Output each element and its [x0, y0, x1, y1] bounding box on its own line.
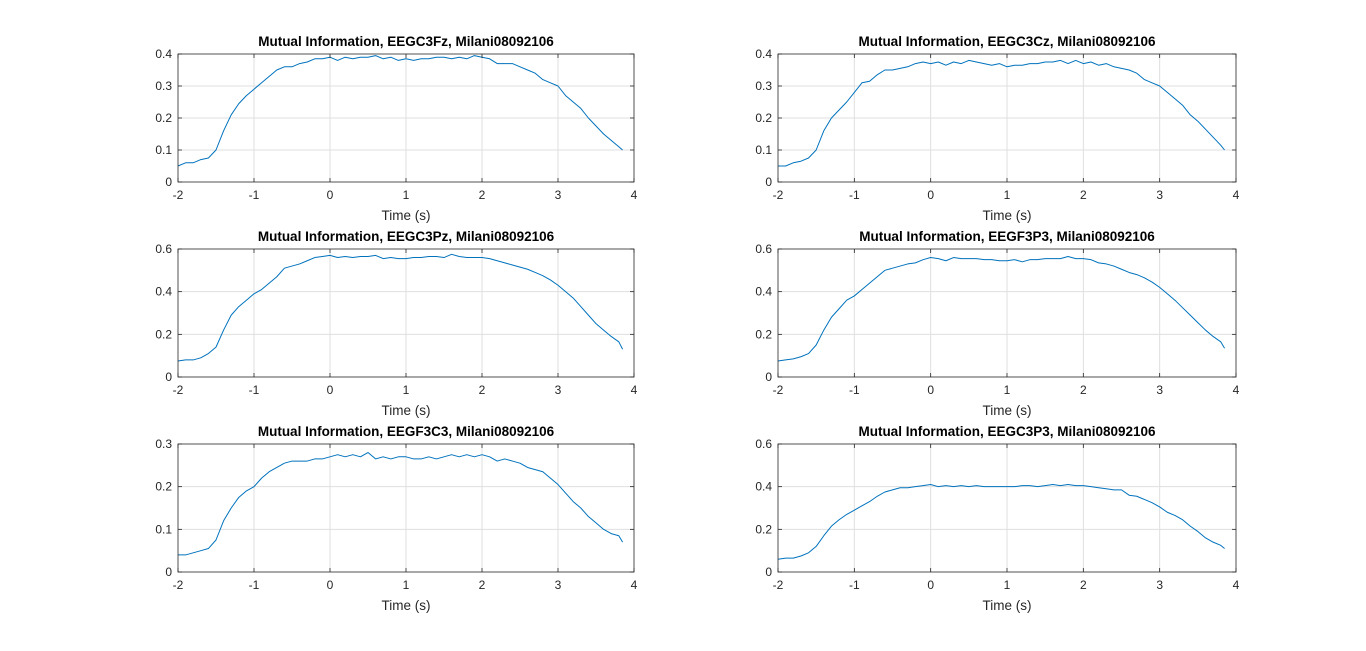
y-tick-label: 0.1: [755, 143, 772, 157]
x-axis-label: Time (s): [382, 598, 431, 613]
x-tick-label: -2: [773, 188, 784, 202]
x-tick-label: 4: [631, 383, 638, 397]
y-tick-label: 0.4: [755, 480, 772, 494]
x-tick-label: -2: [173, 578, 184, 592]
x-tick-label: 1: [403, 188, 410, 202]
y-tick-label: 0.6: [755, 437, 772, 451]
y-tick-label: 0: [765, 565, 772, 579]
chart-title: Mutual Information, EEGC3Fz, Milani08092…: [258, 34, 554, 49]
y-tick-label: 0.2: [755, 111, 772, 125]
chart-title: Mutual Information, EEGC3Cz, Milani08092…: [858, 34, 1156, 49]
x-tick-label: 3: [1156, 578, 1163, 592]
x-tick-label: -1: [849, 578, 860, 592]
series-line: [177, 55, 623, 167]
series-line: [777, 255, 1225, 362]
x-tick-label: 2: [479, 578, 486, 592]
x-tick-label: 0: [327, 383, 334, 397]
x-tick-label: 2: [1080, 188, 1087, 202]
y-tick-label: 0.1: [155, 143, 172, 157]
chart-title: Mutual Information, EEGF3P3, Milani08092…: [859, 229, 1155, 244]
x-tick-label: -2: [173, 188, 184, 202]
x-tick-label: -1: [249, 188, 260, 202]
y-tick-label: 0.2: [155, 480, 172, 494]
x-tick-label: -1: [849, 383, 860, 397]
subplot-4: -2 -1 0 1 2 3 4 0 0.2 0.4 0.6 Mutual Information, E…: [755, 229, 1239, 418]
subplot-3: -2 -1 0 1 2 3 4 0 0.2 0.4 0.6 Mutual Information, E…: [155, 229, 637, 418]
x-tick-label: 0: [327, 578, 334, 592]
x-tick-label: -2: [773, 578, 784, 592]
x-tick-label: 2: [479, 383, 486, 397]
y-tick-label: 0.1: [155, 522, 172, 536]
x-tick-label: 1: [403, 383, 410, 397]
y-tick-label: 0: [765, 370, 772, 384]
x-axis-label: Time (s): [983, 403, 1032, 418]
x-tick-label: 1: [1004, 383, 1011, 397]
x-tick-label: -1: [249, 383, 260, 397]
x-axis-label: Time (s): [983, 598, 1032, 613]
x-tick-label: -1: [849, 188, 860, 202]
x-tick-label: 1: [1004, 578, 1011, 592]
y-tick-label: 0.6: [755, 242, 772, 256]
x-tick-label: 3: [1156, 188, 1163, 202]
x-tick-label: 4: [631, 578, 638, 592]
x-tick-label: 0: [927, 383, 934, 397]
series-line: [778, 59, 1225, 167]
x-tick-label: 2: [479, 188, 486, 202]
y-tick-label: 0.2: [755, 327, 772, 341]
x-tick-label: 0: [927, 578, 934, 592]
x-axis-label: Time (s): [382, 208, 431, 223]
x-tick-label: 3: [555, 578, 562, 592]
x-tick-label: 4: [1233, 188, 1240, 202]
x-tick-label: 4: [1233, 383, 1240, 397]
x-axis-label: Time (s): [983, 208, 1032, 223]
y-tick-label: 0.3: [755, 79, 772, 93]
series-line: [777, 484, 1225, 560]
x-tick-label: 3: [555, 383, 562, 397]
y-tick-label: 0.4: [155, 47, 172, 61]
y-tick-label: 0.4: [755, 285, 772, 299]
series-line: [177, 253, 624, 362]
x-tick-label: 3: [555, 188, 562, 202]
chart-title: Mutual Information, EEGC3P3, Milani08092…: [858, 424, 1156, 439]
x-axis-label: Time (s): [382, 403, 431, 418]
subplot-5: -2 -1 0 1 2 3 4 0 0.1 0.2 0.3 Mutual Information, E…: [155, 424, 637, 613]
x-tick-label: 4: [631, 188, 638, 202]
y-tick-label: 0.2: [755, 522, 772, 536]
x-tick-label: 3: [1156, 383, 1163, 397]
y-tick-label: 0.2: [155, 111, 172, 125]
series-line: [178, 452, 624, 556]
y-tick-label: 0.6: [155, 242, 172, 256]
y-tick-label: 0.4: [755, 47, 772, 61]
x-tick-label: 1: [403, 578, 410, 592]
y-tick-label: 0.3: [155, 437, 172, 451]
y-tick-label: 0.2: [155, 327, 172, 341]
subplot-1: -2 -1 0 1 2 3 4 0 0.1 0.2 0.3 0.4 Mutual Information…: [155, 34, 637, 223]
y-tick-label: 0: [165, 175, 172, 189]
x-tick-label: 2: [1080, 383, 1087, 397]
x-tick-label: 0: [327, 188, 334, 202]
subplot-2: -2 -1 0 1 2 3 4 0 0.1 0.2 0.3 0.4 Mutual Information…: [755, 34, 1239, 223]
y-tick-label: 0: [165, 370, 172, 384]
subplot-6: -2 -1 0 1 2 3 4 0 0.2 0.4 0.6 Mutual Information, E…: [755, 424, 1239, 613]
y-tick-label: 0: [765, 175, 772, 189]
x-tick-label: -2: [173, 383, 184, 397]
y-tick-label: 0: [165, 565, 172, 579]
y-tick-label: 0.3: [155, 79, 172, 93]
y-tick-label: 0.4: [155, 285, 172, 299]
x-tick-label: 0: [927, 188, 934, 202]
x-tick-label: 1: [1004, 188, 1011, 202]
chart-title: Mutual Information, EEGC3Pz, Milani08092…: [258, 229, 555, 244]
x-tick-label: -2: [773, 383, 784, 397]
x-tick-label: 2: [1080, 578, 1087, 592]
x-tick-label: -1: [249, 578, 260, 592]
chart-title: Mutual Information, EEGF3C3, Milani08092…: [258, 424, 555, 439]
x-tick-label: 4: [1233, 578, 1240, 592]
